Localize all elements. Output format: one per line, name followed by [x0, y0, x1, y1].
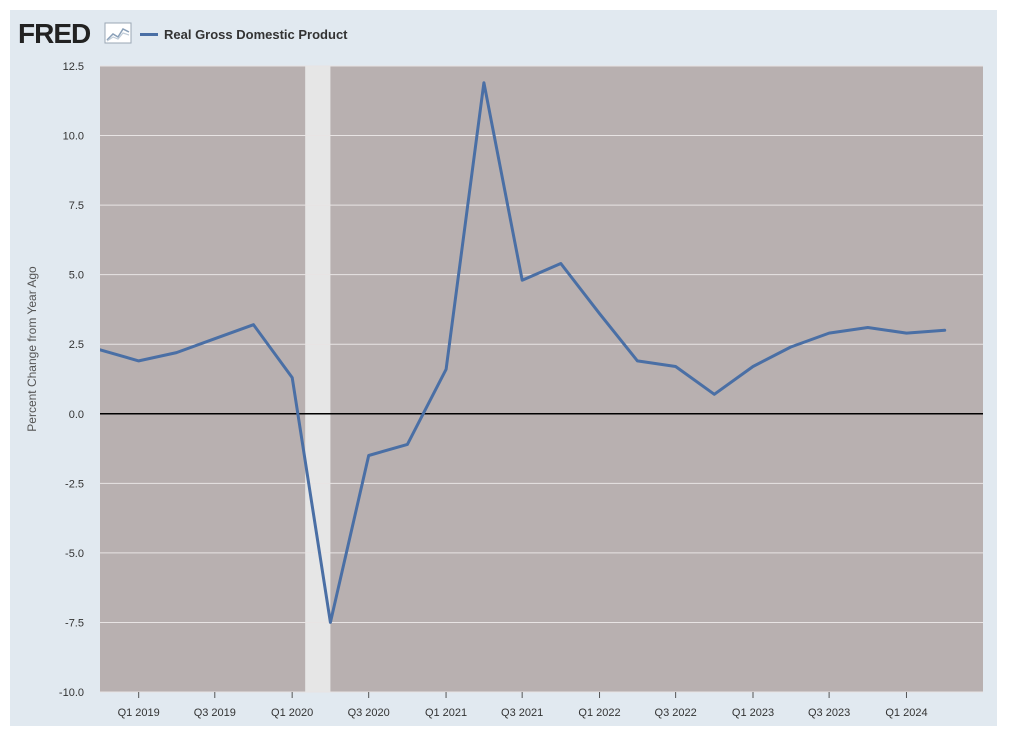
- data-point[interactable]: [440, 363, 452, 375]
- x-tick-label: Q3 2020: [348, 707, 390, 719]
- x-tick-label: Q1 2019: [118, 707, 160, 719]
- x-tick-label: Q3 2021: [501, 707, 543, 719]
- x-tick-label: Q1 2021: [425, 707, 467, 719]
- data-point[interactable]: [670, 360, 682, 372]
- y-tick-label: -2.5: [65, 478, 84, 490]
- y-tick-label: 7.5: [69, 200, 84, 212]
- data-point[interactable]: [708, 388, 720, 400]
- y-tick-label: -10.0: [59, 687, 84, 699]
- x-tick-label: Q3 2022: [655, 707, 697, 719]
- fred-logo[interactable]: FRED: [18, 18, 91, 49]
- data-point[interactable]: [785, 341, 797, 353]
- plot-area: [100, 66, 983, 692]
- data-point[interactable]: [862, 322, 874, 334]
- data-point[interactable]: [209, 333, 221, 345]
- y-tick-label: 5.0: [69, 270, 84, 282]
- data-point[interactable]: [823, 327, 835, 339]
- y-tick-label: 10.0: [63, 131, 84, 143]
- data-point[interactable]: [631, 355, 643, 367]
- x-tick-label: Q3 2023: [808, 707, 850, 719]
- y-tick-label: -5.0: [65, 548, 84, 560]
- y-tick-label: 12.5: [63, 61, 84, 73]
- y-tick-label: 0.0: [69, 409, 84, 421]
- y-tick-label: 2.5: [69, 339, 84, 351]
- data-point[interactable]: [900, 327, 912, 339]
- x-tick-label: Q3 2019: [194, 707, 236, 719]
- data-point[interactable]: [555, 258, 567, 270]
- legend-label: Real Gross Domestic Product: [164, 26, 348, 42]
- data-point[interactable]: [324, 616, 336, 628]
- fred-chart-icon: [104, 22, 132, 44]
- data-point[interactable]: [478, 77, 490, 89]
- y-axis-title: Percent Change from Year Ago: [25, 266, 39, 432]
- data-point[interactable]: [747, 360, 759, 372]
- x-tick-label: Q1 2022: [578, 707, 620, 719]
- legend[interactable]: Real Gross Domestic Product: [140, 25, 348, 43]
- data-point[interactable]: [594, 308, 606, 320]
- x-tick-label: Q1 2024: [885, 707, 927, 719]
- data-point[interactable]: [247, 319, 259, 331]
- data-point[interactable]: [133, 355, 145, 367]
- x-tick-label: Q1 2023: [732, 707, 774, 719]
- data-point[interactable]: [171, 347, 183, 359]
- y-tick-label: -7.5: [65, 617, 84, 629]
- data-point[interactable]: [94, 344, 106, 356]
- data-point[interactable]: [286, 372, 298, 384]
- data-point[interactable]: [939, 324, 951, 336]
- x-tick-label: Q1 2020: [271, 707, 313, 719]
- chart-header: FRED Real Gross Domestic Product: [14, 10, 714, 50]
- legend-swatch: [140, 32, 158, 36]
- series-line: [100, 81, 947, 624]
- data-point[interactable]: [516, 274, 528, 286]
- data-point[interactable]: [363, 450, 375, 462]
- data-point[interactable]: [401, 438, 413, 450]
